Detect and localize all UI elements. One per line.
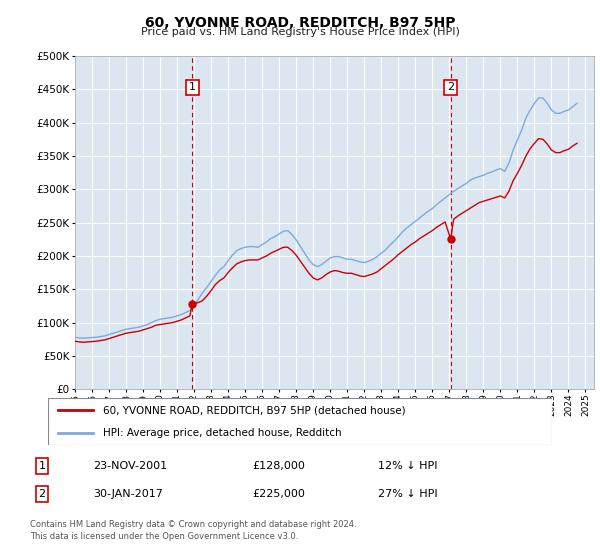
Text: 27% ↓ HPI: 27% ↓ HPI <box>378 489 437 499</box>
Text: £128,000: £128,000 <box>252 461 305 471</box>
Text: 23-NOV-2001: 23-NOV-2001 <box>93 461 167 471</box>
Text: 1: 1 <box>38 461 46 471</box>
Text: HPI: Average price, detached house, Redditch: HPI: Average price, detached house, Redd… <box>103 428 342 438</box>
Text: 12% ↓ HPI: 12% ↓ HPI <box>378 461 437 471</box>
Text: 2: 2 <box>38 489 46 499</box>
Text: £225,000: £225,000 <box>252 489 305 499</box>
Text: Price paid vs. HM Land Registry's House Price Index (HPI): Price paid vs. HM Land Registry's House … <box>140 27 460 37</box>
Text: 30-JAN-2017: 30-JAN-2017 <box>93 489 163 499</box>
Text: 60, YVONNE ROAD, REDDITCH, B97 5HP: 60, YVONNE ROAD, REDDITCH, B97 5HP <box>145 16 455 30</box>
Text: Contains HM Land Registry data © Crown copyright and database right 2024.
This d: Contains HM Land Registry data © Crown c… <box>30 520 356 541</box>
Text: 60, YVONNE ROAD, REDDITCH, B97 5HP (detached house): 60, YVONNE ROAD, REDDITCH, B97 5HP (deta… <box>103 405 406 416</box>
Text: 1: 1 <box>189 82 196 92</box>
Text: 2: 2 <box>447 82 454 92</box>
